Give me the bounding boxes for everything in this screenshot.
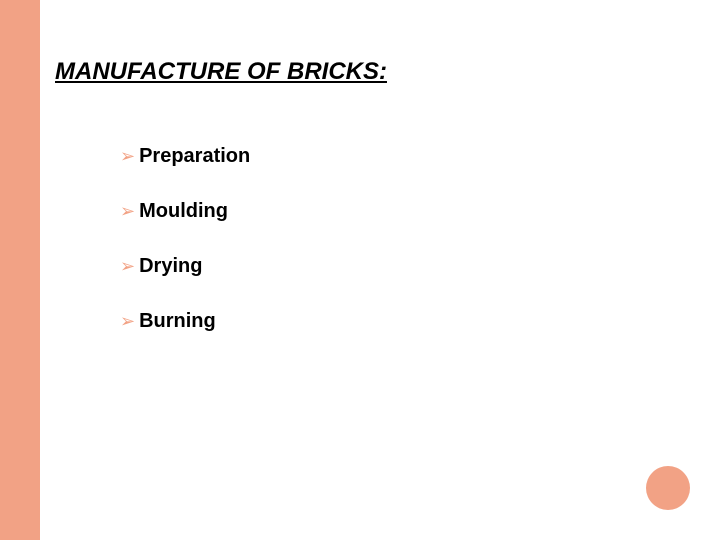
bullet-marker-icon: ➢ [120, 256, 135, 277]
slide-title: MANUFACTURE OF BRICKS: [55, 58, 387, 86]
bullet-marker-icon: ➢ [120, 201, 135, 222]
corner-circle-icon [646, 466, 690, 510]
bullet-marker-icon: ➢ [120, 311, 135, 332]
bullet-text: Moulding [139, 200, 228, 223]
bullet-item: ➢ Preparation [120, 145, 250, 168]
bullet-text: Drying [139, 255, 202, 278]
bullet-text: Preparation [139, 145, 250, 168]
left-accent-bar [0, 0, 40, 540]
bullet-list: ➢ Preparation ➢ Moulding ➢ Drying ➢ Burn… [120, 145, 250, 365]
bullet-item: ➢ Drying [120, 255, 250, 278]
bullet-item: ➢ Burning [120, 310, 250, 333]
bullet-marker-icon: ➢ [120, 146, 135, 167]
bullet-item: ➢ Moulding [120, 200, 250, 223]
bullet-text: Burning [139, 310, 216, 333]
